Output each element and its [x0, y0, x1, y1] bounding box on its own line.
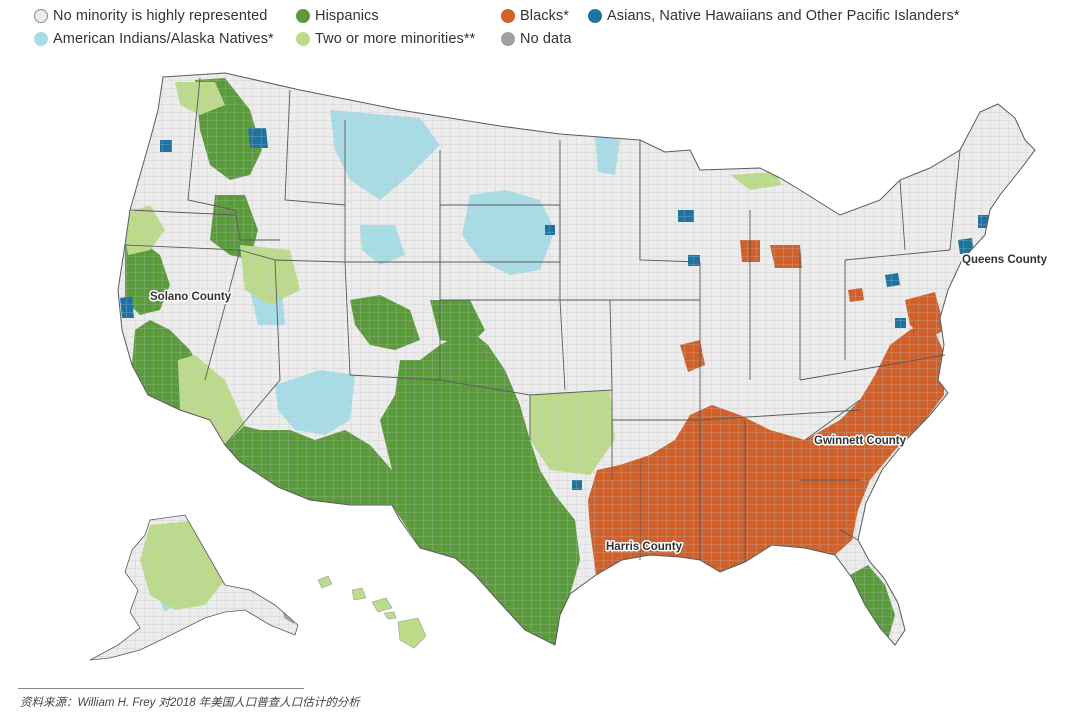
legend-item-hispanic: Hispanics	[296, 8, 379, 24]
legend-swatch-no_data	[501, 32, 515, 46]
state-border	[899, 179, 906, 251]
state-border	[949, 149, 961, 251]
state-border	[187, 77, 280, 241]
county-label-solano: Solano County	[150, 291, 232, 303]
state-borders-layer	[89, 72, 1036, 661]
county-borders-layer	[90, 73, 1035, 660]
state-border	[699, 409, 861, 421]
hawaii-island	[383, 611, 397, 620]
legend-swatch-hispanic	[296, 9, 310, 23]
legend-item-black: Blacks*	[501, 8, 569, 24]
hawaii-island	[397, 617, 427, 649]
legend-item-asian: Asians, Native Hawaiians and Other Pacif…	[588, 8, 960, 24]
county-labels-layer: Solano County Queens County Gwinnett Count…	[149, 253, 1050, 555]
state-border	[284, 89, 346, 206]
alaska-outline	[89, 514, 299, 661]
legend-swatch-two_plus	[296, 32, 310, 46]
hawaii-island	[317, 575, 333, 589]
state-border	[344, 120, 440, 263]
legend-label-native: American Indians/Alaska Natives*	[53, 31, 274, 47]
county-label-harris: Harris County	[606, 541, 683, 553]
legend-label-hispanic: Hispanics	[315, 8, 379, 24]
state-border	[529, 299, 613, 396]
legend-item-no_data: No data	[501, 31, 572, 47]
map-legend: No minority is highly represented Hispani…	[0, 0, 1080, 56]
state-border	[844, 249, 951, 261]
source-divider	[18, 688, 304, 689]
state-border	[839, 529, 859, 541]
legend-item-native: American Indians/Alaska Natives*	[34, 31, 274, 47]
legend-swatch-asian	[588, 9, 602, 23]
hawaii-island	[371, 597, 393, 613]
county-grid-conus	[118, 73, 1035, 645]
legend-swatch-native	[34, 32, 48, 46]
state-border	[799, 354, 946, 381]
legend-item-none: No minority is highly represented	[34, 8, 267, 24]
county-grid-alaska	[90, 515, 298, 660]
state-border	[439, 379, 531, 440]
legend-swatch-black	[501, 9, 515, 23]
legend-label-none: No minority is highly represented	[53, 8, 268, 24]
source-note: 资料来源：William H. Frey 对2018 年美国人口普查人口估计的分…	[20, 697, 360, 709]
county-label-queens: Queens County	[962, 254, 1048, 266]
legend-label-asian: Asians, Native Hawaiians and Other Pacif…	[607, 8, 960, 24]
legend-label-two_plus: Two or more minorities**	[315, 31, 476, 47]
state-border	[639, 140, 701, 263]
conus-outline	[117, 72, 1036, 646]
state-border	[129, 209, 236, 216]
state-border	[804, 399, 861, 441]
county-label-gwinnett: Gwinnett County	[814, 435, 907, 447]
legend-label-no_data: No data	[520, 31, 572, 47]
hawaii-island	[351, 587, 367, 601]
state-border	[224, 249, 281, 446]
legend-label-black: Blacks*	[520, 8, 570, 24]
legend-swatch-none	[34, 9, 48, 23]
legend-item-two_plus: Two or more minorities**	[296, 31, 475, 47]
